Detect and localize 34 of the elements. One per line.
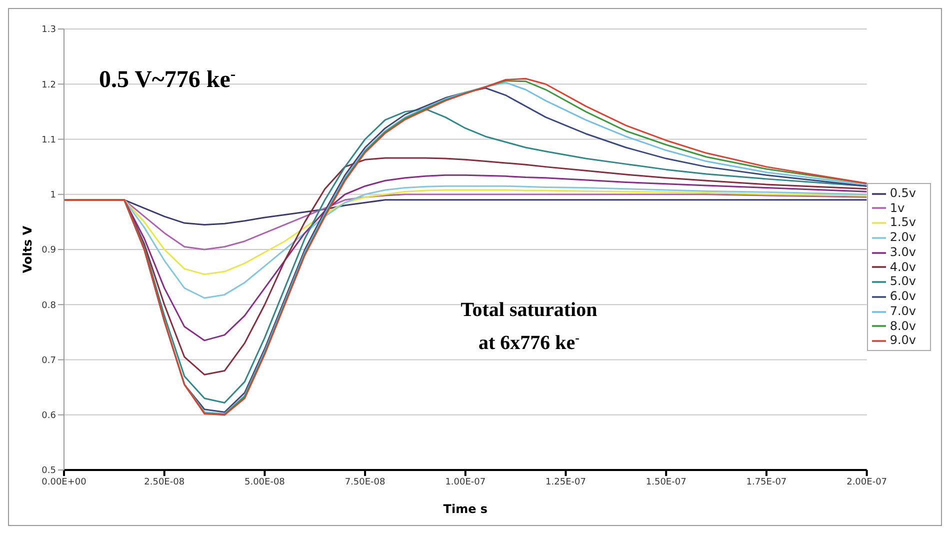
annotation: Total saturation [460, 299, 598, 321]
y-tick-label: 0.5 [42, 466, 56, 476]
y-tick-label: 1.3 [42, 25, 56, 36]
x-tick-label: 1.50E-07 [646, 477, 686, 488]
y-tick-label: 0.9 [42, 246, 56, 256]
x-tick-label: 2.50E-08 [144, 477, 185, 488]
legend-label: 0.5v [890, 186, 916, 200]
legend-label: 9.0v [890, 333, 916, 348]
legend-label: 8.0v [890, 318, 916, 333]
x-tick-label: 2.00E-07 [846, 477, 888, 488]
legend-label: 4.0v [890, 260, 916, 274]
y-axis-title: Volts V [20, 225, 34, 274]
y-tick-label: 1 [50, 190, 56, 201]
y-tick-label: 1.1 [42, 135, 56, 146]
legend-label: 1.5v [890, 215, 916, 230]
annotation: at 6x776 ke$^{-}$ [478, 330, 580, 354]
x-tick-label: 7.50E-08 [344, 477, 386, 488]
x-tick-label: 1.75E-07 [746, 477, 787, 488]
x-axis-title: Time s [443, 502, 488, 516]
y-tick-label: 0.6 [42, 411, 56, 422]
legend-label: 3.0v [890, 244, 916, 259]
y-tick-label: 1.2 [42, 80, 56, 90]
y-tick-label: 0.8 [42, 300, 56, 311]
x-tick-label: 1.25E-07 [546, 477, 586, 488]
legend-label: 5.0v [890, 274, 916, 288]
legend-label: 7.0v [890, 304, 916, 318]
legend-label: 2.0v [890, 230, 916, 244]
legend-label: 1v [890, 200, 905, 215]
legend-label: 6.0v [890, 289, 916, 304]
x-tick-label: 0.00E+00 [42, 477, 87, 488]
x-tick-label: 1.00E-07 [445, 477, 486, 488]
x-tick-label: 5.00E-08 [244, 477, 286, 488]
annotation: 0.5 V~776 ke$^{-}$ [99, 66, 236, 93]
y-tick-label: 0.7 [42, 356, 56, 366]
